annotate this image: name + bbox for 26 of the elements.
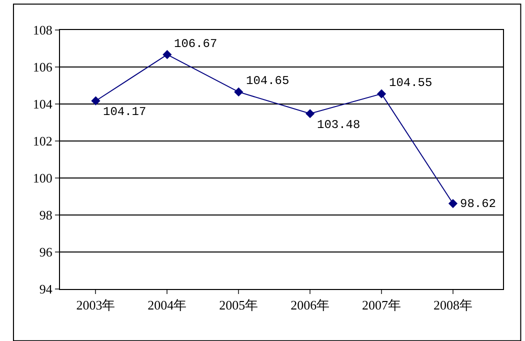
data-label: 104.55 — [389, 76, 432, 90]
y-tick-label: 108 — [32, 22, 52, 38]
point — [306, 109, 315, 118]
x-tick-label: 2008年 — [433, 298, 472, 313]
x-tick-label: 2005年 — [219, 298, 258, 313]
point — [162, 50, 172, 60]
y-tick-label: 106 — [32, 60, 53, 75]
y-tick-label: 96 — [39, 244, 53, 260]
y-tick-label: 98 — [39, 208, 52, 223]
x-tick-label: 2003年 — [76, 298, 116, 313]
data-label: 103.48 — [317, 118, 360, 132]
data-label: 106.67 — [174, 37, 218, 51]
point — [234, 87, 244, 97]
x-tick-label: 2007年 — [362, 298, 402, 313]
y-tick-label: 102 — [32, 134, 52, 149]
point — [91, 96, 100, 106]
y-tick-label: 104 — [32, 96, 53, 112]
data-label: 98.62 — [460, 197, 496, 211]
point — [376, 89, 386, 98]
data-label: 104.17 — [103, 105, 146, 119]
data-label: 104.65 — [246, 74, 290, 88]
y-tick-label: 100 — [32, 170, 52, 186]
x-tick-label: 2006年 — [290, 298, 330, 313]
y-tick-label: 94 — [39, 282, 53, 297]
x-tick-label: 2004年 — [148, 298, 187, 313]
point — [448, 198, 458, 208]
